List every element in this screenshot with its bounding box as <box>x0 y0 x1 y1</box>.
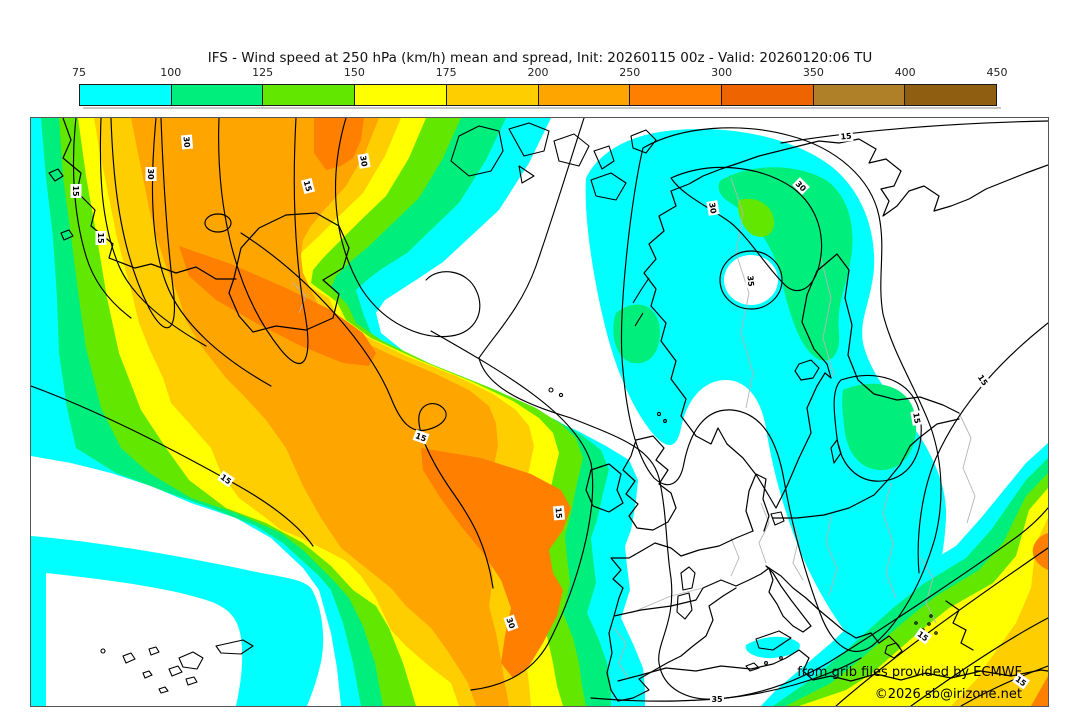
contour-label: 35 <box>710 693 724 705</box>
svg-text:35: 35 <box>711 695 723 704</box>
contour-label: 35 <box>744 273 758 289</box>
svg-text:30: 30 <box>146 168 155 180</box>
contour-label: 15 <box>70 184 82 198</box>
contour-label: 15 <box>1012 672 1030 690</box>
colorbar-segment-400-450 <box>905 85 997 105</box>
weather-map: 15 15 30 30 15 30 15 15 15 30 35 30 15 30 15 15 15 15 35 <box>30 117 1049 707</box>
contour-label: 15 <box>217 470 235 488</box>
colorbar-tick: 450 <box>986 66 1008 79</box>
svg-text:30: 30 <box>358 155 369 168</box>
colorbar-shadow <box>83 107 1001 109</box>
svg-text:15: 15 <box>302 180 314 194</box>
colorbar-segment-150-175 <box>355 85 447 105</box>
colorbar-tick: 300 <box>711 66 733 79</box>
svg-text:15: 15 <box>554 507 564 519</box>
contour-label: 30 <box>357 153 371 169</box>
colorbar-segment-100-125 <box>171 85 264 105</box>
contour-label: 15 <box>95 231 107 245</box>
colorbar-segment-200-250 <box>538 85 631 105</box>
svg-text:30: 30 <box>504 616 516 630</box>
svg-text:15: 15 <box>840 131 852 141</box>
country-border-layer <box>292 177 976 679</box>
contour-label: 15 <box>914 627 932 645</box>
contour-label: 30 <box>706 200 720 216</box>
colorbar-segment-75-100 <box>80 85 172 105</box>
attribution-copyright: ©2026 sb@irizone.net <box>874 687 1022 702</box>
svg-text:15: 15 <box>96 232 105 244</box>
colorbar-segment-125-150 <box>263 85 356 105</box>
colorbar-segment-300-350 <box>721 85 814 105</box>
attribution-source: from grib files provided by ECMWF <box>797 665 1022 680</box>
wind-speed-fill-layer <box>31 118 1048 706</box>
contour-label: 15 <box>412 429 430 445</box>
colorbar-tick: 150 <box>343 66 365 79</box>
colorbar-tick: 350 <box>802 66 824 79</box>
contour-label: 15 <box>974 371 992 389</box>
svg-text:30: 30 <box>182 136 192 148</box>
colorbar-segment-350-400 <box>813 85 906 105</box>
colorbar-segment-175-200 <box>446 85 539 105</box>
colorbar-tick: 400 <box>894 66 916 79</box>
coastline-layer <box>48 118 1048 702</box>
svg-text:15: 15 <box>911 412 922 425</box>
svg-text:30: 30 <box>707 202 718 215</box>
svg-text:15: 15 <box>71 185 80 197</box>
contour-label: 15 <box>838 129 854 143</box>
colorbar-tick: 200 <box>527 66 549 79</box>
contour-label: 15 <box>552 505 566 521</box>
colorbar-segment-250-300 <box>630 85 722 105</box>
contour-label: 30 <box>503 614 519 632</box>
colorbar-tick: 100 <box>160 66 182 79</box>
contour-label: 15 <box>300 177 316 195</box>
colorbar-tick: 75 <box>72 66 86 79</box>
colorbar-tick-labels: 75 100 125 150 175 200 250 300 350 400 450 <box>0 66 1080 80</box>
colorbar-tick: 125 <box>252 66 274 79</box>
spread-contour-layer <box>31 118 1048 706</box>
contour-label: 15 <box>910 410 924 426</box>
colorbar-tick: 175 <box>435 66 457 79</box>
page-title: IFS - Wind speed at 250 hPa (km/h) mean … <box>207 50 873 66</box>
contour-label: 30 <box>180 134 194 150</box>
svg-text:35: 35 <box>746 275 756 287</box>
contour-label: 30 <box>145 167 157 181</box>
colorbar-legend <box>79 84 997 106</box>
colorbar-tick: 250 <box>619 66 641 79</box>
svg-text:15: 15 <box>414 431 428 443</box>
